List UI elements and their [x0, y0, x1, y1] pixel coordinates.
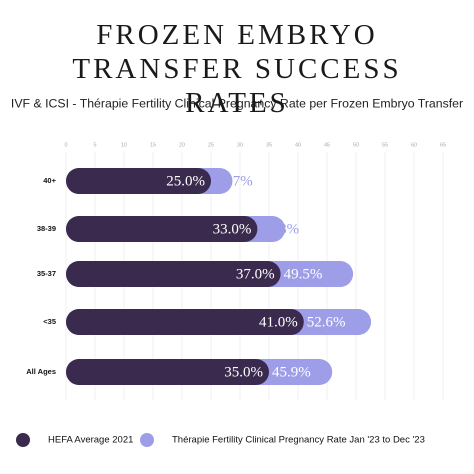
x-tick-label: 5 — [93, 142, 96, 148]
x-tick-label: 45 — [324, 142, 330, 148]
x-tick-label: 60 — [411, 142, 417, 148]
x-tick-label: 20 — [179, 142, 185, 148]
x-tick-label: 50 — [353, 142, 359, 148]
y-tick-label: All Ages — [26, 367, 56, 376]
value-label: 37.0% — [236, 266, 275, 282]
value-label: 35.0% — [224, 364, 263, 380]
x-tick-label: 25 — [208, 142, 214, 148]
value-label: 41.0% — [259, 314, 298, 330]
chart-title: FROZEN EMBRYO TRANSFER SUCCESS RATES — [72, 19, 402, 119]
x-tick-label: 65 — [440, 142, 446, 148]
x-tick-label: 10 — [121, 142, 127, 148]
legend-label: HEFA Average 2021 — [48, 435, 133, 446]
legend-swatch — [140, 433, 154, 447]
legend-label: Thérapie Fertility Clinical Pregnancy Ra… — [172, 435, 425, 446]
y-tick-label: 40+ — [43, 176, 56, 185]
value-label: 37.8% — [260, 221, 299, 237]
y-tick-label: 35-37 — [37, 269, 56, 278]
x-tick-label: 40 — [295, 142, 301, 148]
value-label: 28.7% — [214, 173, 253, 189]
bar — [66, 261, 281, 287]
value-label: 52.6% — [307, 314, 346, 330]
x-tick-label: 35 — [266, 142, 272, 148]
value-label: 25.0% — [166, 173, 205, 189]
value-label: 33.0% — [213, 221, 252, 237]
bar — [66, 359, 269, 385]
x-tick-label: 0 — [64, 142, 67, 148]
value-label: 49.5% — [284, 266, 323, 282]
x-tick-label: 15 — [150, 142, 156, 148]
y-tick-label: <35 — [43, 317, 56, 326]
bar — [66, 168, 211, 194]
x-tick-label: 55 — [382, 142, 388, 148]
value-label: 45.9% — [272, 364, 311, 380]
chart-subtitle: IVF & ICSI - Thérapie Fertility Clinical… — [11, 96, 463, 110]
bar — [66, 309, 304, 335]
bar — [66, 216, 258, 242]
x-tick-label: 30 — [237, 142, 243, 148]
legend-swatch — [16, 433, 30, 447]
y-tick-label: 38-39 — [37, 224, 56, 233]
